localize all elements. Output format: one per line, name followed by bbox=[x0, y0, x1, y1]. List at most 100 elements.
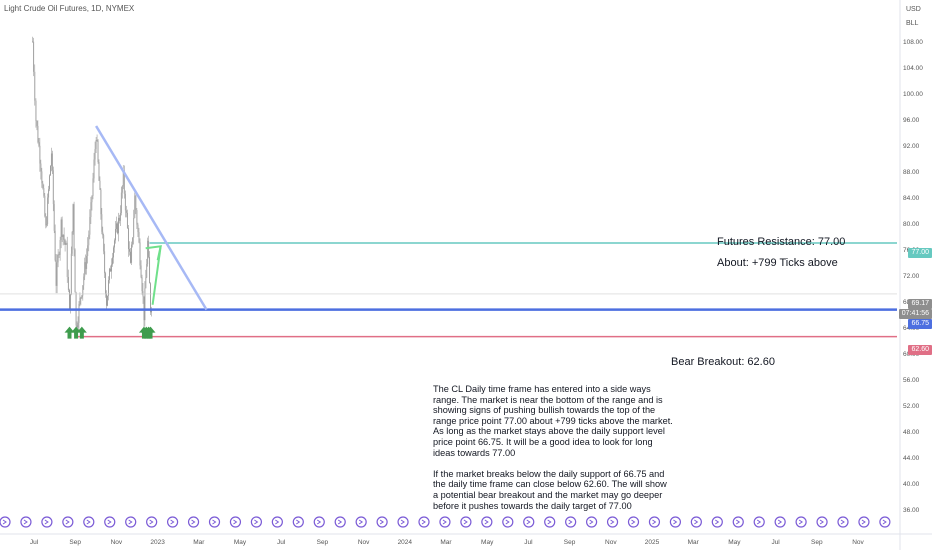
event-badge-icon bbox=[418, 516, 430, 528]
event-chevron-icon bbox=[296, 519, 301, 525]
event-badge-icon bbox=[858, 516, 870, 528]
x-tick-label: May bbox=[728, 539, 741, 546]
candle-body bbox=[132, 237, 134, 245]
x-tick-label: Sep bbox=[811, 539, 823, 546]
event-chevron-icon bbox=[798, 519, 804, 525]
event-badge-icon bbox=[439, 516, 451, 528]
event-badge-icon bbox=[355, 516, 367, 528]
event-chevron-icon bbox=[254, 519, 259, 525]
x-tick-label: Sep bbox=[564, 539, 576, 546]
bull-arrow-icon bbox=[76, 326, 87, 339]
y-tick-label: 44.00 bbox=[903, 455, 920, 462]
event-badge-icon bbox=[606, 516, 619, 528]
candle-body bbox=[96, 140, 98, 141]
candle-body bbox=[50, 165, 51, 176]
time-axis: Jul Sep Nov 2023 Mar May Jul Sep Nov 2024 Mar May Ju… bbox=[30, 539, 865, 546]
candle-body bbox=[135, 195, 137, 211]
unit-label[interactable]: BLL bbox=[906, 20, 919, 27]
candle-body bbox=[77, 322, 79, 328]
candle-body bbox=[52, 170, 54, 205]
event-badge-icon bbox=[460, 516, 472, 528]
x-tick-label: Mar bbox=[440, 539, 452, 546]
candle-body bbox=[116, 223, 117, 230]
event-chevron-icon bbox=[484, 519, 489, 525]
descending-trendline bbox=[95, 125, 208, 311]
x-tick-label: May bbox=[481, 539, 494, 546]
candle-body bbox=[123, 170, 125, 194]
y-tick-label: 40.00 bbox=[903, 481, 920, 488]
event-chevron-icon bbox=[149, 519, 154, 525]
event-badge-icon bbox=[313, 516, 325, 528]
event-chevron-icon bbox=[379, 519, 385, 525]
x-tick-label: Nov bbox=[605, 539, 617, 546]
candle-body bbox=[82, 285, 84, 296]
event-chevron-icon bbox=[735, 519, 741, 525]
candle-body bbox=[133, 217, 135, 238]
candle-body bbox=[121, 186, 123, 193]
candle-body bbox=[59, 240, 61, 255]
event-chevron-icon bbox=[756, 519, 762, 525]
candle-body bbox=[69, 290, 70, 309]
candle-body bbox=[51, 153, 53, 171]
support-price-label: 66.75 bbox=[908, 319, 932, 329]
event-badge-icon bbox=[753, 516, 765, 528]
candle-body bbox=[50, 153, 52, 166]
x-tick-label: 2025 bbox=[645, 539, 660, 546]
event-badge-icon bbox=[711, 516, 723, 528]
note-paragraph-2: If the market breaks below the daily sup… bbox=[433, 468, 667, 511]
event-badge-icon bbox=[669, 516, 682, 528]
y-tick-label: 92.00 bbox=[903, 143, 920, 150]
event-badge-icon bbox=[146, 516, 158, 528]
event-chevron-icon bbox=[526, 519, 531, 525]
event-badge-icon bbox=[271, 516, 283, 528]
event-chevron-icon bbox=[86, 519, 91, 525]
chart-drawings bbox=[0, 125, 897, 339]
y-tick-label: 96.00 bbox=[903, 117, 920, 124]
candle-body bbox=[47, 197, 49, 225]
candle-body bbox=[73, 204, 75, 250]
event-badge-icon bbox=[208, 516, 221, 528]
x-tick-label: May bbox=[234, 539, 247, 546]
candle-body bbox=[145, 277, 147, 289]
candle-body bbox=[79, 297, 81, 304]
event-chevron-icon bbox=[170, 519, 175, 525]
y-tick-label: 80.00 bbox=[903, 221, 920, 228]
event-chevron-icon bbox=[715, 519, 720, 525]
y-tick-label: 104.00 bbox=[903, 65, 923, 72]
x-tick-label: Nov bbox=[358, 539, 370, 546]
ticks-annotation: About: +799 Ticks above bbox=[717, 257, 838, 269]
candle-body bbox=[127, 228, 129, 250]
event-badge-icon bbox=[627, 516, 640, 528]
candle-body bbox=[144, 288, 146, 321]
event-chevron-icon bbox=[673, 519, 678, 525]
x-tick-label: Sep bbox=[69, 539, 81, 546]
event-chevron-icon bbox=[610, 519, 615, 525]
event-chevron-icon bbox=[694, 519, 699, 525]
target-price-label: 77.00 bbox=[908, 248, 932, 258]
y-tick-label: 72.00 bbox=[903, 273, 920, 280]
event-badge-icon bbox=[0, 516, 11, 528]
x-tick-label: Mar bbox=[193, 539, 205, 546]
symbol-title[interactable]: Light Crude Oil Futures, 1D, NYMEX bbox=[4, 4, 135, 13]
candle-body bbox=[119, 213, 121, 221]
candle-body bbox=[49, 175, 50, 190]
currency-label[interactable]: USD bbox=[906, 6, 921, 13]
event-badge-icon bbox=[187, 516, 200, 528]
event-chevron-icon bbox=[589, 519, 594, 525]
event-chevron-icon bbox=[316, 519, 322, 525]
candle-body bbox=[55, 260, 57, 286]
event-badge-icon bbox=[837, 516, 849, 528]
event-badge-icon bbox=[250, 516, 262, 528]
candle-body bbox=[94, 149, 96, 160]
candle-body bbox=[101, 214, 103, 232]
candle-body bbox=[63, 234, 65, 240]
event-chevron-icon bbox=[547, 519, 552, 525]
event-chevron-icon bbox=[777, 519, 783, 525]
bull-arrow-icon bbox=[64, 326, 75, 339]
candle-body bbox=[109, 268, 110, 281]
candle-body bbox=[57, 254, 59, 263]
event-chevron-icon bbox=[233, 519, 238, 525]
candle-body bbox=[87, 245, 89, 257]
candle-body bbox=[54, 230, 56, 261]
